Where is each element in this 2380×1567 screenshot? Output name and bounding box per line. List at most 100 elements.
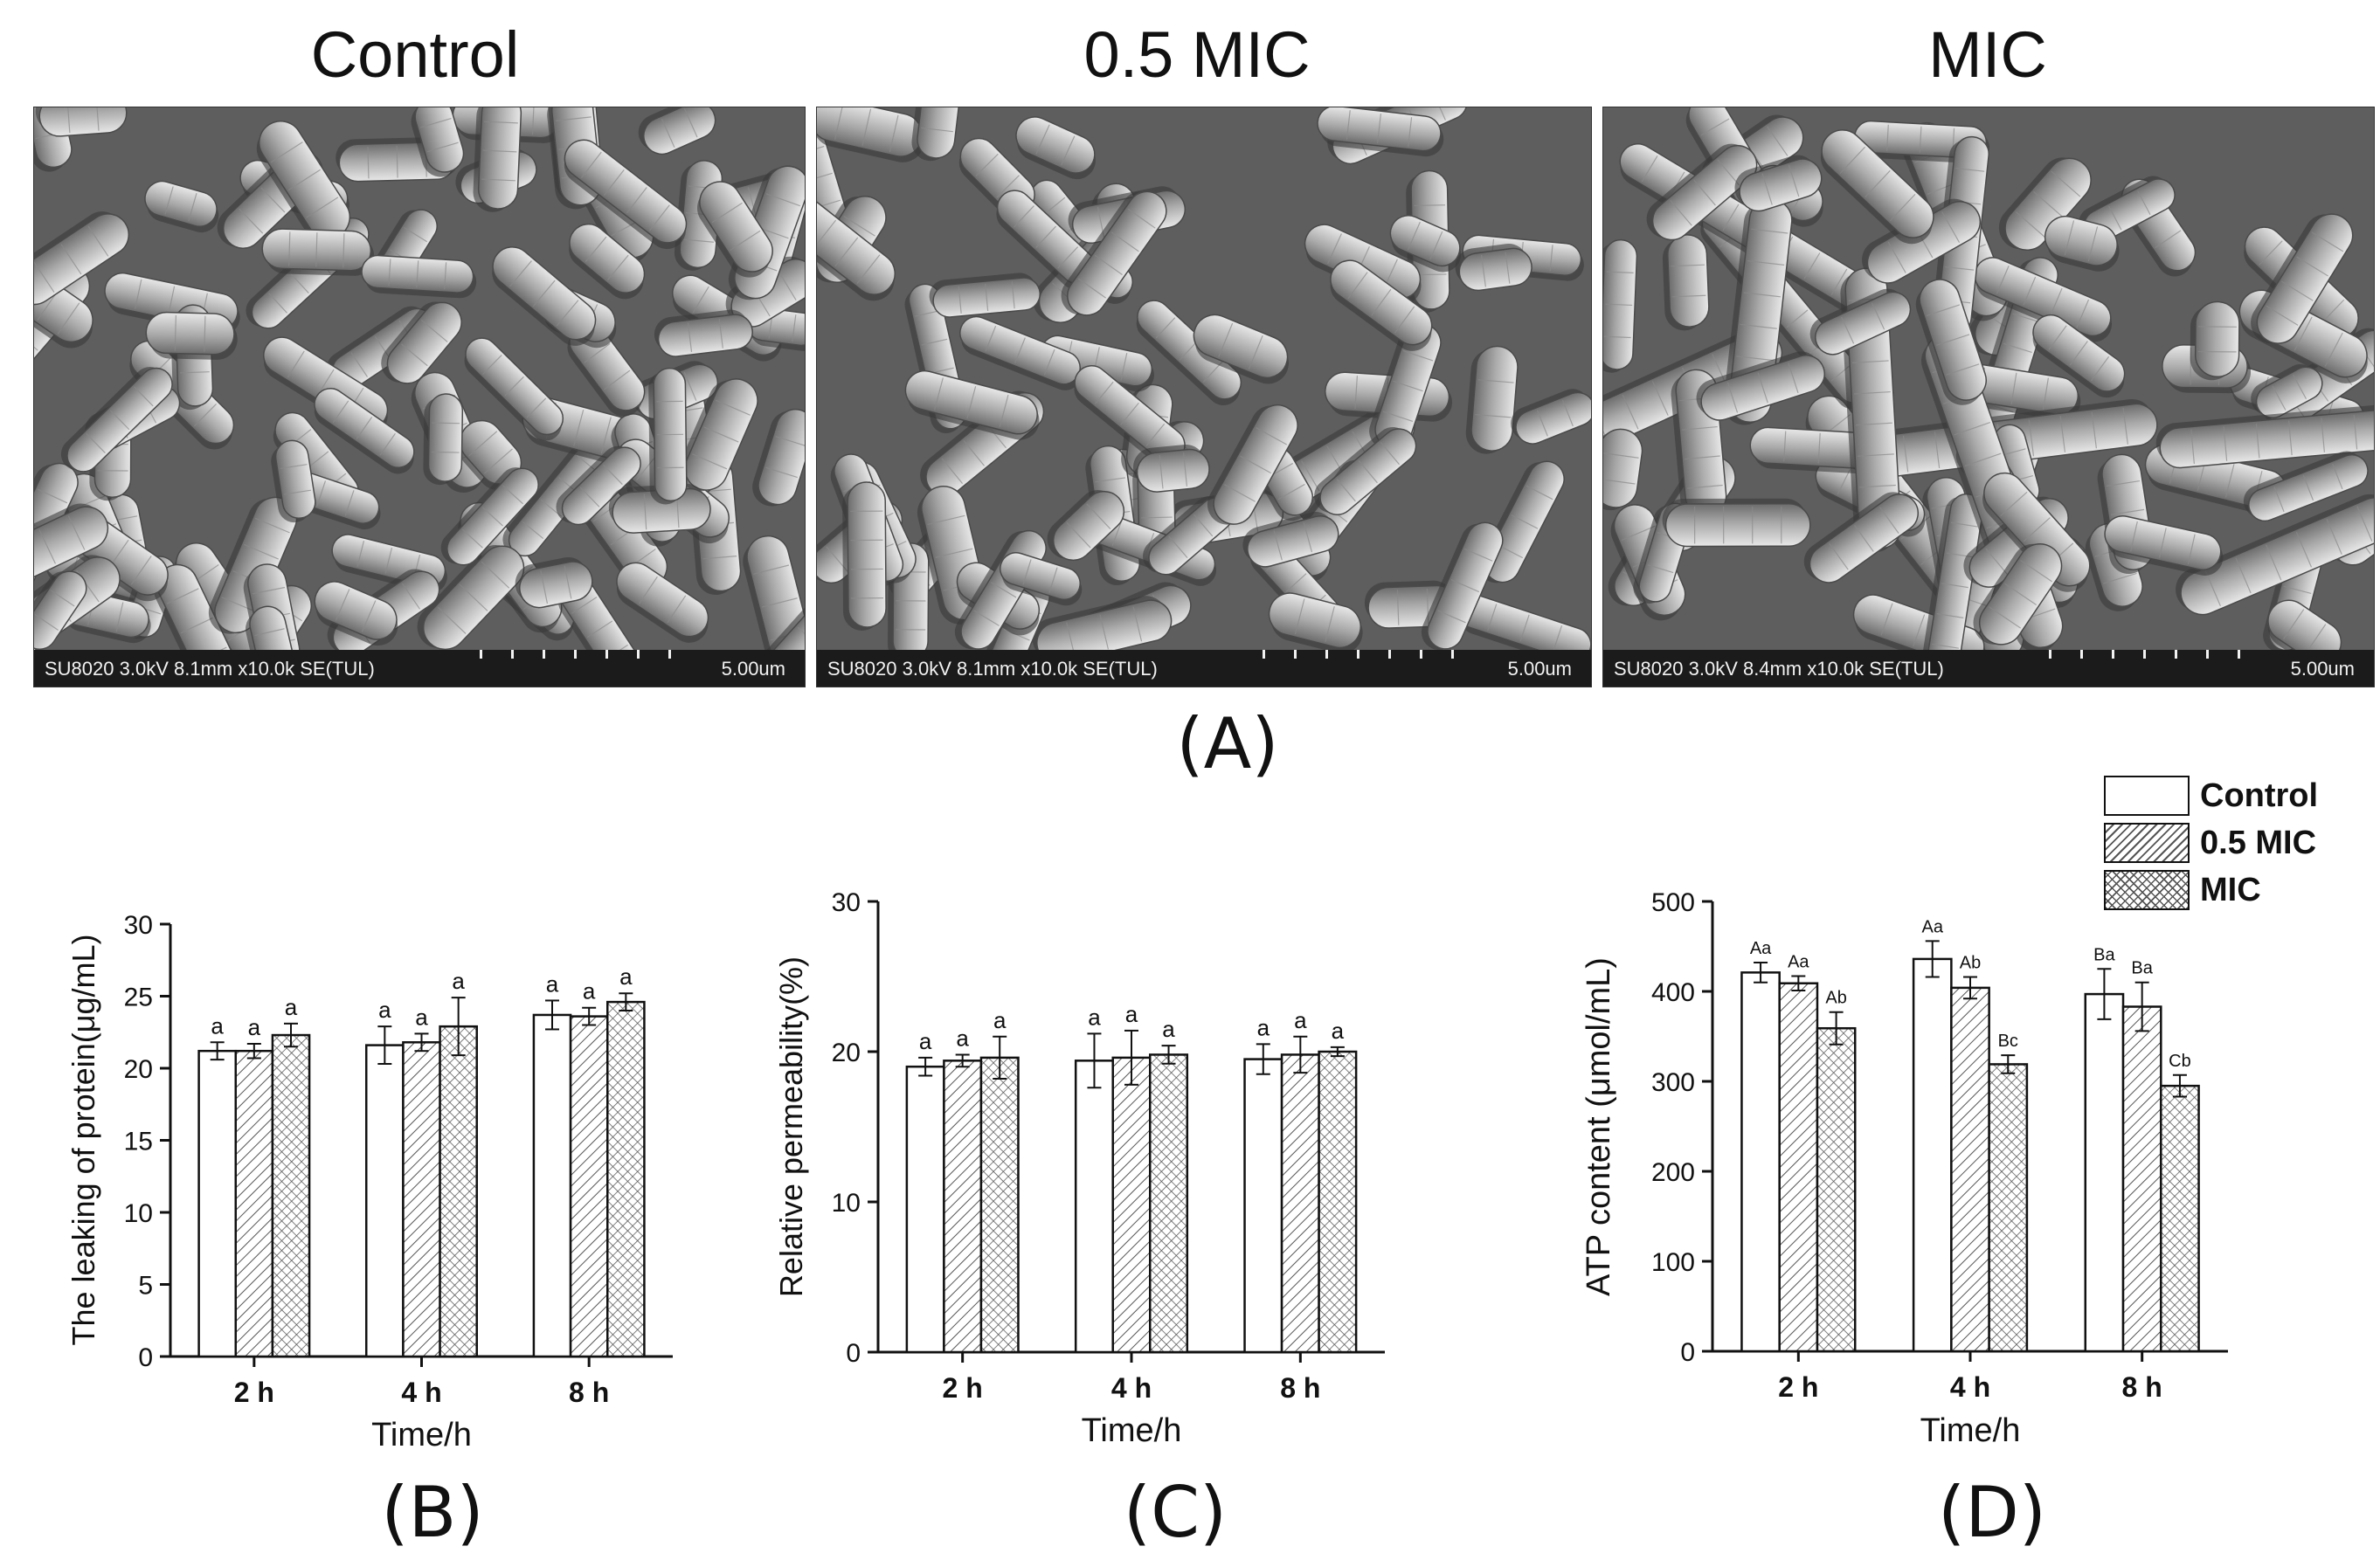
panel-label-a: (A) <box>1176 703 1279 784</box>
significance-letter-control-2: a <box>1257 1014 1270 1040</box>
bar-half-mic-2 <box>1280 1053 1320 1354</box>
x-axis-label: Time/h <box>1082 1412 1182 1449</box>
error-bar-mic-0 <box>993 1035 1007 1080</box>
error-bar-control-0 <box>210 1041 225 1061</box>
sem-info-bar: SU8020 3.0kV 8.1mm x10.0k SE(TUL) 5.00um <box>34 650 805 687</box>
error-bar-control-2 <box>1256 1043 1270 1075</box>
sem-info-bar: SU8020 3.0kV 8.1mm x10.0k SE(TUL) 5.00um <box>817 650 1591 687</box>
significance-letter-control-2: a <box>546 970 559 997</box>
error-bar-mic-1 <box>1161 1045 1176 1065</box>
x-axis-label: Time/h <box>371 1417 472 1453</box>
sem-meta: SU8020 3.0kV 8.4mm x10.0k SE(TUL) <box>1614 658 1944 680</box>
bar-control-1 <box>365 1044 405 1358</box>
sem-image-half-mic: SU8020 3.0kV 8.1mm x10.0k SE(TUL) 5.00um <box>816 107 1592 687</box>
error-bar-mic-0 <box>1829 1011 1844 1046</box>
sem-info-bar: SU8020 3.0kV 8.4mm x10.0k SE(TUL) 5.00um <box>1603 650 2374 687</box>
bar-half-mic-2 <box>569 1015 609 1358</box>
error-bar-half-mic-1 <box>1124 1029 1138 1086</box>
y-tick-label: 100 <box>1651 1248 1695 1277</box>
x-tick-label: 4 h <box>1950 1371 1990 1403</box>
y-tick-label: 5 <box>138 1272 153 1301</box>
sem-cells-control <box>34 107 805 650</box>
significance-letter-half-mic-2: a <box>1294 1007 1307 1033</box>
significance-letter-control-0: a <box>919 1028 932 1054</box>
bar-control-2 <box>2084 992 2125 1353</box>
y-tick-label: 400 <box>1651 978 1695 1007</box>
bar-mic-0 <box>979 1056 1020 1354</box>
sem-image-mic: SU8020 3.0kV 8.4mm x10.0k SE(TUL) 5.00um <box>1602 107 2375 687</box>
y-tick-label: 15 <box>124 1128 153 1156</box>
significance-letter-mic-1: Bc <box>1998 1032 2018 1051</box>
error-bar-half-mic-1 <box>1963 976 1977 1000</box>
chart-permeability: 0 10 20 30 Relative permeability(%) Time/h 2 h… <box>773 888 1385 1449</box>
x-tick-label: 8 h <box>1280 1372 1320 1404</box>
error-bar-half-mic-2 <box>2134 981 2149 1032</box>
error-bar-half-mic-0 <box>246 1042 261 1060</box>
bar-control-0 <box>197 1049 237 1358</box>
y-tick-label: 300 <box>1651 1068 1695 1097</box>
significance-letter-mic-0: Ab <box>1825 989 1846 1008</box>
significance-letter-mic-1: a <box>452 968 465 994</box>
bar-mic-0 <box>271 1033 311 1358</box>
error-bar-control-1 <box>377 1025 392 1066</box>
x-tick-label: 4 h <box>401 1377 441 1408</box>
panel-label-d: (D) <box>1937 1472 2047 1553</box>
legend-label-mic: MIC <box>2200 872 2261 908</box>
significance-letter-control-1: Aa <box>1921 917 1943 936</box>
y-tick-label: 10 <box>124 1199 153 1228</box>
sem-scale: 5.00um <box>1507 658 1572 680</box>
significance-letter-mic-2: Cb <box>2169 1052 2191 1071</box>
sem-title-mic: MIC <box>1928 18 2047 91</box>
bar-control-1 <box>1074 1060 1114 1354</box>
legend-swatch-control <box>2104 776 2190 816</box>
bar-mic-1 <box>1149 1053 1189 1354</box>
legend-label-control: Control <box>2200 777 2319 814</box>
significance-letter-control-0: Aa <box>1750 939 1772 958</box>
x-tick-label: 2 h <box>1778 1371 1818 1403</box>
significance-letter-mic-2: a <box>619 963 633 990</box>
y-tick-label: 25 <box>124 984 153 1012</box>
significance-letter-mic-2: a <box>1332 1018 1345 1044</box>
x-tick-label: 2 h <box>943 1372 983 1404</box>
error-bar-control-1 <box>1925 940 1940 978</box>
y-tick-label: 500 <box>1651 888 1695 917</box>
sem-title-control: Control <box>310 18 520 91</box>
y-tick-label: 30 <box>832 888 861 917</box>
bar-control-1 <box>1912 957 1953 1353</box>
significance-letter-half-mic-0: a <box>956 1025 969 1051</box>
bar-half-mic-1 <box>402 1041 441 1358</box>
sem-scale: 5.00um <box>2290 658 2355 680</box>
legend: Control 0.5 MIC MIC <box>2104 776 2366 924</box>
error-bar-mic-2 <box>619 992 633 1011</box>
significance-letter-half-mic-2: a <box>583 978 596 1004</box>
significance-letter-half-mic-0: Aa <box>1788 952 1809 971</box>
significance-letter-half-mic-1: Ab <box>1960 954 1981 973</box>
significance-letter-half-mic-0: a <box>248 1014 261 1040</box>
y-tick-label: 0 <box>138 1343 153 1372</box>
y-axis-label: Relative permeability(%) <box>773 956 809 1297</box>
legend-swatch-half-mic <box>2104 823 2190 863</box>
significance-letter-mic-0: a <box>993 1007 1007 1033</box>
error-bar-mic-1 <box>2001 1054 2016 1074</box>
significance-letter-mic-1: a <box>1162 1016 1175 1042</box>
sem-scale-ticks <box>480 650 682 659</box>
error-bar-control-2 <box>545 999 559 1031</box>
sem-scale-ticks <box>1263 650 1469 659</box>
y-tick-label: 0 <box>1680 1338 1695 1367</box>
y-tick-label: 0 <box>846 1339 861 1368</box>
error-bar-control-1 <box>1087 1032 1102 1089</box>
error-bar-control-2 <box>2097 968 2112 1020</box>
bar-mic-1 <box>1988 1063 2029 1353</box>
panel-label-b: (B) <box>381 1472 484 1553</box>
y-axis-label: ATP content (μmol/mL) <box>1581 957 1617 1296</box>
bar-half-mic-1 <box>1950 986 1990 1353</box>
bar-half-mic-1 <box>1111 1056 1152 1354</box>
error-bar-mic-2 <box>1330 1046 1345 1058</box>
y-tick-label: 200 <box>1651 1158 1695 1187</box>
sem-meta: SU8020 3.0kV 8.1mm x10.0k SE(TUL) <box>827 658 1158 680</box>
error-bar-half-mic-2 <box>1293 1035 1308 1074</box>
bar-control-2 <box>532 1013 572 1358</box>
bar-half-mic-2 <box>2121 1005 2162 1353</box>
bar-half-mic-0 <box>1778 982 1819 1353</box>
sem-cells-mic <box>1603 107 2374 650</box>
